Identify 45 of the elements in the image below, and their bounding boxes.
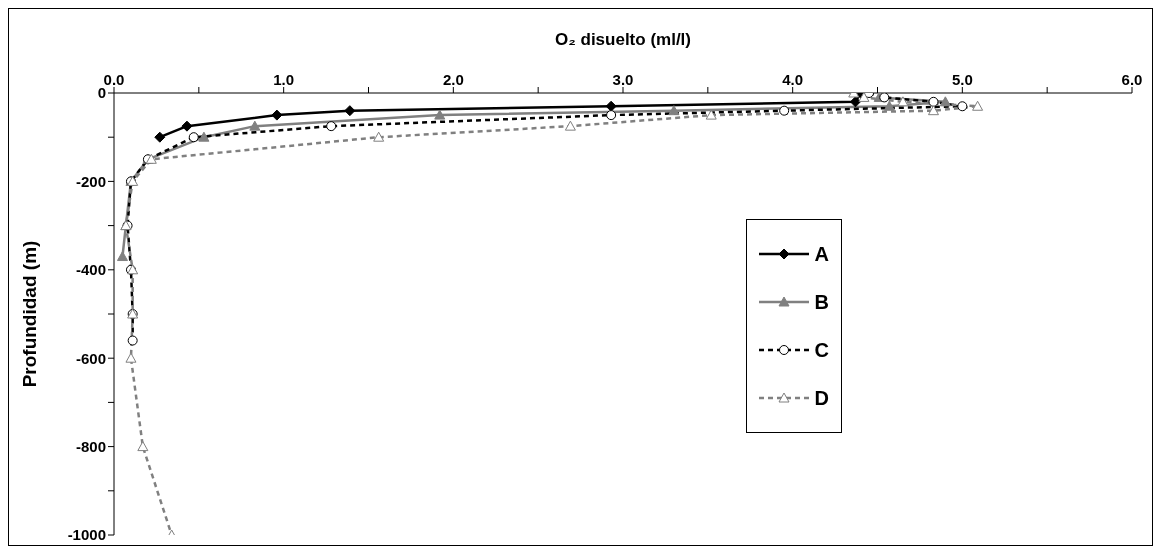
point — [668, 105, 680, 116]
point — [137, 441, 149, 452]
y-tick-label: -400 — [75, 261, 106, 279]
x-tick-label: 0.0 — [103, 71, 125, 88]
y-tick-label: -600 — [75, 349, 106, 367]
point — [127, 335, 138, 346]
point — [939, 96, 951, 107]
point — [326, 121, 337, 132]
legend-label: A — [814, 242, 829, 266]
point — [883, 100, 895, 111]
point — [927, 105, 939, 116]
legend-label: B — [814, 290, 829, 314]
x-tick-label: 2.0 — [442, 71, 464, 88]
point — [957, 101, 968, 112]
x-tick-label: 3.0 — [612, 71, 634, 88]
point — [972, 100, 984, 111]
point — [344, 105, 356, 117]
point — [249, 120, 261, 131]
point — [181, 120, 193, 132]
point — [373, 131, 385, 142]
point — [198, 131, 210, 142]
y-tick-label: -200 — [75, 172, 106, 190]
point — [779, 105, 790, 116]
legend-label: C — [814, 338, 829, 362]
y-tick-label: -800 — [75, 437, 106, 455]
y-axis-title: Profundidad (m) — [18, 240, 40, 388]
y-tick-label: 0 — [97, 84, 106, 102]
x-tick-label: 5.0 — [951, 71, 973, 88]
point — [605, 100, 617, 112]
y-tick-label: -1000 — [67, 526, 106, 544]
x-tick-label: 1.0 — [273, 71, 295, 88]
point — [879, 93, 890, 103]
point — [434, 109, 446, 120]
point — [897, 96, 909, 107]
x-tick-label: 4.0 — [782, 71, 804, 88]
x-axis-title: O₂ disuelto (ml/l) — [555, 30, 691, 50]
point — [606, 110, 617, 121]
point — [564, 120, 576, 131]
legend-label: D — [814, 386, 829, 410]
point — [188, 132, 199, 143]
point — [125, 352, 137, 363]
x-tick-label: 6.0 — [1121, 71, 1143, 88]
point — [154, 131, 166, 143]
point — [928, 96, 939, 107]
point — [116, 251, 128, 262]
